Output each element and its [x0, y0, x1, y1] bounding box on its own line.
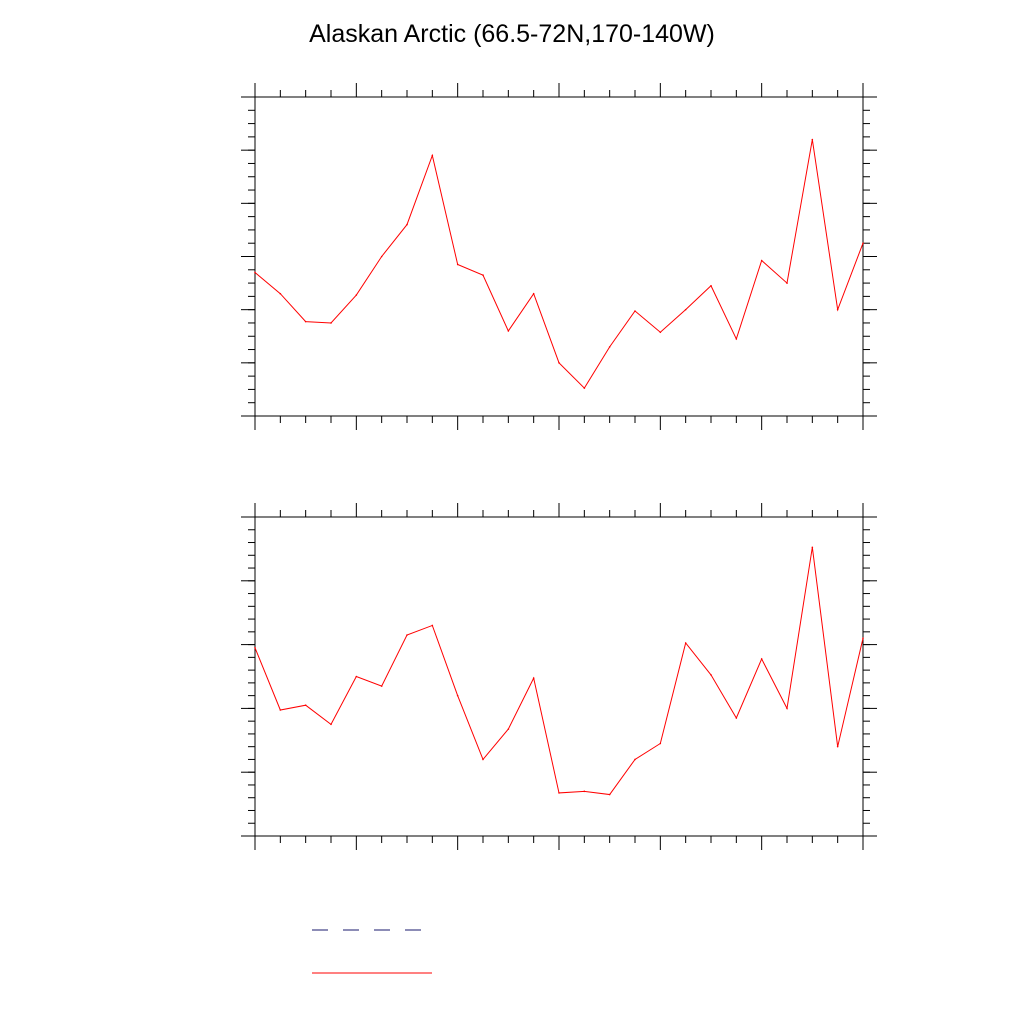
data-point: [355, 294, 358, 296]
data-point: [532, 677, 535, 679]
data-point: [811, 546, 814, 549]
data-point: [710, 284, 712, 287]
data-point: [735, 717, 738, 719]
legend: [312, 929, 432, 974]
data-point: [608, 793, 611, 796]
data-point: [254, 271, 256, 274]
data-point: [659, 331, 662, 334]
data-point: [836, 308, 839, 311]
data-point: [406, 223, 408, 226]
data-point: [659, 742, 662, 745]
plot-frame: [254, 96, 864, 417]
data-point: [482, 274, 484, 276]
data-point: [431, 154, 434, 157]
panel-snow-ice: [241, 503, 877, 850]
data-point: [811, 138, 814, 141]
data-point: [786, 282, 788, 284]
data-point: [558, 792, 560, 794]
plot-frame: [254, 516, 864, 837]
data-point: [558, 362, 560, 364]
data-point: [583, 790, 586, 793]
data-point: [836, 745, 839, 748]
data-point: [710, 674, 712, 676]
series-line: [254, 547, 864, 796]
data-point: [355, 675, 358, 678]
data-point: [507, 728, 510, 730]
data-point: [583, 387, 586, 389]
data-point: [330, 723, 332, 726]
data-point: [304, 704, 307, 707]
data-point: [532, 292, 535, 295]
panel-snow-liquid-water: [241, 83, 877, 430]
data-point: [862, 242, 864, 245]
data-point: [304, 320, 307, 323]
data-point: [634, 310, 636, 312]
data-point: [760, 658, 763, 660]
data-point: [684, 642, 687, 644]
data-point: [760, 259, 763, 262]
data-point: [507, 330, 510, 332]
data-point: [634, 758, 636, 761]
figure-title: Alaskan Arctic (66.5-72N,170-140W): [309, 20, 715, 48]
data-point: [684, 308, 687, 311]
data-point: [456, 694, 459, 697]
data-point: [254, 646, 256, 649]
data-point: [279, 709, 282, 711]
data-point: [330, 322, 332, 324]
data-point: [456, 263, 459, 266]
data-point: [862, 637, 864, 640]
data-point: [380, 685, 383, 687]
data-point: [786, 707, 788, 710]
data-point: [608, 346, 611, 348]
data-point: [431, 624, 434, 627]
series-line: [254, 139, 864, 389]
data-point: [406, 634, 408, 636]
data-point: [735, 338, 738, 340]
data-point: [482, 758, 484, 761]
data-point: [279, 292, 282, 295]
data-point: [380, 255, 383, 258]
